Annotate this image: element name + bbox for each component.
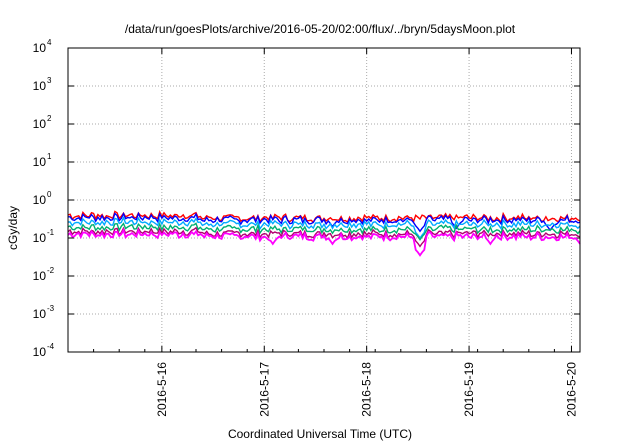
y-tick-label: 10 <box>33 193 47 207</box>
y-tick-exponent: 0 <box>47 190 52 199</box>
y-tick-label: 10 <box>33 345 47 359</box>
x-tick-label: 2016-5-16 <box>155 362 169 417</box>
y-tick-exponent: 4 <box>47 38 52 47</box>
series-line-4 <box>67 221 581 241</box>
x-tick-label: 2016-5-17 <box>257 362 271 417</box>
x-tick-label: 2016-5-19 <box>462 362 476 417</box>
y-tick-label: 10 <box>33 155 47 169</box>
chart-title: /data/run/goesPlots/archive/2016-05-20/0… <box>124 22 516 36</box>
x-axis-label: Coordinated Universal Time (UTC) <box>227 427 413 441</box>
y-tick-label: 10 <box>33 231 47 245</box>
series-line-5 <box>67 226 581 248</box>
y-tick-exponent: 2 <box>47 114 52 123</box>
y-tick-label: 10 <box>33 117 47 131</box>
y-tick-exponent: -3 <box>47 304 55 313</box>
y-tick-label: 10 <box>33 307 47 321</box>
y-tick-label: 10 <box>33 269 47 283</box>
x-tick-label: 2016-5-18 <box>360 362 374 417</box>
y-tick-exponent: 3 <box>47 76 52 85</box>
y-tick-exponent: 1 <box>47 152 52 161</box>
series-line-3 <box>68 215 581 240</box>
x-tick-label: 2016-5-20 <box>564 362 578 417</box>
y-tick-exponent: -4 <box>47 342 55 351</box>
y-tick-exponent: -2 <box>47 266 55 275</box>
y-tick-exponent: -1 <box>47 228 55 237</box>
y-axis-label: cGy/day <box>6 205 20 250</box>
y-tick-label: 10 <box>33 79 47 93</box>
series-line-2 <box>68 211 581 233</box>
y-tick-label: 10 <box>33 41 47 55</box>
plot-frame <box>67 47 581 353</box>
series-line-6 <box>67 227 581 257</box>
